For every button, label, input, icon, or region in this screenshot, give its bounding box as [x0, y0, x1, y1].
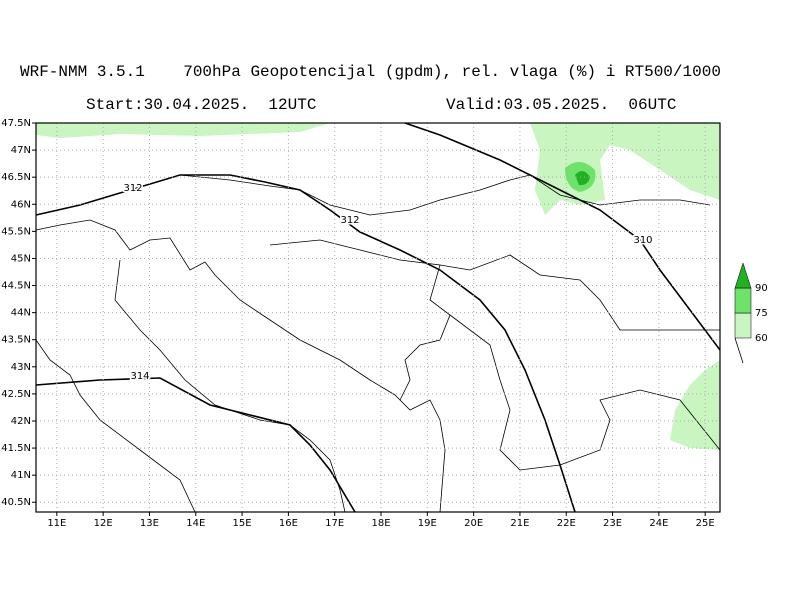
contour-label: 310: [633, 235, 652, 246]
border: [449, 314, 721, 471]
contour-line: [35, 377, 356, 513]
x-tick-label: 19E: [418, 518, 437, 529]
legend-swatch: [734, 337, 744, 364]
y-tick-label: 40.5N: [1, 497, 31, 508]
coastline: [35, 339, 196, 513]
x-tick-label: 23E: [603, 518, 622, 529]
border: [179, 174, 711, 216]
x-tick-label: 18E: [371, 518, 390, 529]
y-tick-label: 46N: [11, 199, 31, 210]
y-tick-label: 43.5N: [1, 335, 31, 346]
x-tick-label: 25E: [696, 518, 715, 529]
y-tick-label: 45.5N: [1, 226, 31, 237]
x-tick-label: 11E: [47, 518, 66, 529]
border: [269, 239, 451, 401]
y-tick-label: 42.5N: [1, 389, 31, 400]
humidity-area: [36, 123, 330, 138]
border: [439, 254, 720, 331]
legend-swatch: [734, 312, 752, 339]
y-tick-label: 45N: [11, 253, 31, 264]
y-tick-label: 42N: [11, 416, 31, 427]
legend-swatch: [734, 262, 752, 289]
y-tick-label: 41N: [11, 470, 31, 481]
y-tick-label: 47N: [11, 145, 31, 156]
title: WRF-NMM 3.5.1 700hPa Geopotencijal (gpdm…: [20, 63, 721, 81]
contour-label: 312: [340, 215, 359, 226]
y-tick-label: 43N: [11, 362, 31, 373]
map-area: [35, 122, 721, 513]
start-time: Start:30.04.2025. 12UTC: [86, 96, 316, 114]
x-tick-label: 16E: [279, 518, 298, 529]
contour-label: 314: [130, 371, 149, 382]
coastline: [35, 219, 446, 513]
y-tick-label: 47.5N: [1, 118, 31, 129]
x-tick-label: 17E: [325, 518, 344, 529]
humidity-area: [670, 360, 720, 450]
x-tick-label: 14E: [186, 518, 205, 529]
x-tick-label: 24E: [649, 518, 668, 529]
y-tick-label: 44.5N: [1, 281, 31, 292]
map-frame: [35, 122, 721, 513]
y-tick-label: 41.5N: [1, 443, 31, 454]
x-tick-label: 20E: [464, 518, 483, 529]
x-tick-label: 15E: [233, 518, 252, 529]
legend-label: 90: [755, 283, 768, 294]
y-tick-label: 44N: [11, 308, 31, 319]
legend-swatch: [734, 287, 752, 314]
contour-line: [35, 174, 576, 513]
valid-time: Valid:03.05.2025. 06UTC: [446, 96, 676, 114]
contour-line: [404, 122, 721, 351]
humidity-area: [575, 170, 590, 186]
legend-label: 75: [755, 308, 768, 319]
x-tick-label: 22E: [557, 518, 576, 529]
x-tick-label: 21E: [510, 518, 529, 529]
x-tick-label: 12E: [94, 518, 113, 529]
legend-label: 60: [755, 333, 768, 344]
humidity-area: [530, 123, 720, 215]
coastline: [114, 259, 346, 513]
y-tick-label: 46.5N: [1, 172, 31, 183]
contour-label: 312: [123, 183, 142, 194]
x-tick-label: 13E: [140, 518, 159, 529]
